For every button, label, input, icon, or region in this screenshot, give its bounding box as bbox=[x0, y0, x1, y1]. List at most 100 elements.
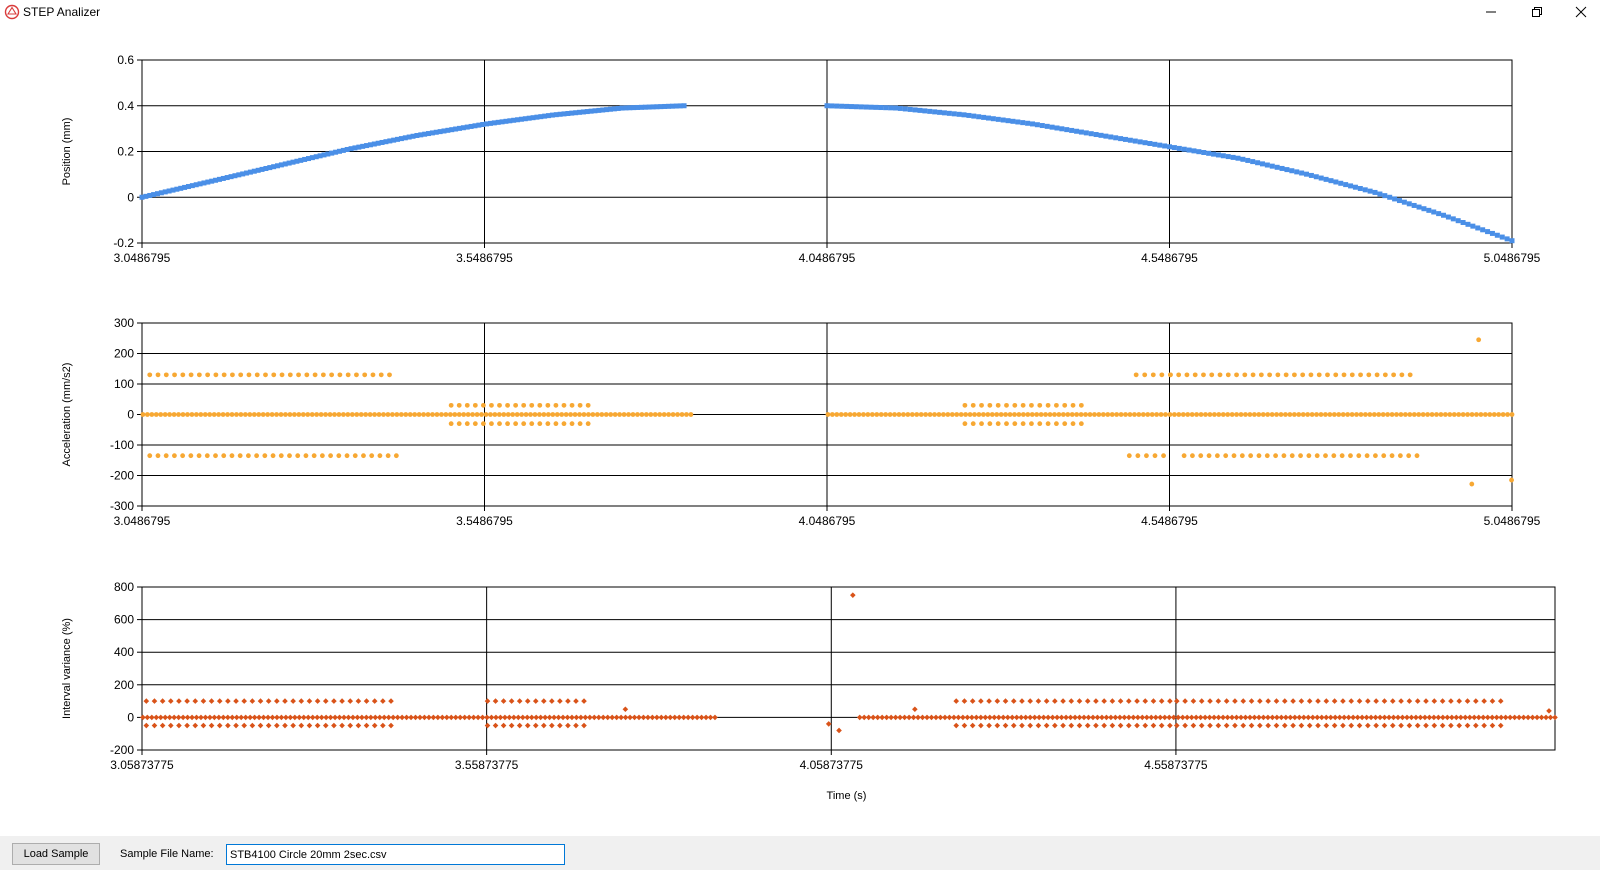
data-point bbox=[314, 412, 320, 417]
data-point bbox=[541, 722, 547, 729]
data-point bbox=[912, 706, 918, 713]
data-point bbox=[483, 412, 489, 417]
data-point bbox=[897, 105, 903, 111]
data-point bbox=[1010, 722, 1017, 729]
load-sample-button[interactable]: Load Sample bbox=[12, 843, 100, 865]
data-point bbox=[176, 722, 182, 729]
data-point bbox=[167, 698, 174, 704]
data-point bbox=[511, 714, 517, 721]
data-point bbox=[363, 714, 370, 721]
data-point bbox=[1070, 402, 1076, 408]
data-point bbox=[1181, 453, 1187, 459]
data-point bbox=[479, 412, 484, 417]
data-point bbox=[1127, 412, 1133, 417]
data-point bbox=[408, 714, 414, 721]
data-point bbox=[314, 698, 321, 704]
data-point bbox=[1084, 698, 1091, 704]
data-point bbox=[238, 714, 245, 721]
data-point bbox=[955, 714, 962, 721]
data-point bbox=[225, 698, 231, 704]
data-point bbox=[143, 722, 150, 729]
data-point bbox=[1157, 714, 1164, 721]
data-point bbox=[1305, 412, 1311, 417]
data-point bbox=[241, 722, 247, 729]
data-point bbox=[1093, 698, 1099, 704]
x-tick-label: 4.5486795 bbox=[1141, 251, 1198, 265]
chart-2: -300 -200 -100 0 100 200 300 3.0486795 3.5486795… bbox=[61, 316, 1541, 528]
data-point bbox=[1231, 453, 1237, 459]
data-point bbox=[1137, 139, 1143, 145]
data-point bbox=[1198, 722, 1205, 729]
data-point bbox=[510, 412, 516, 417]
data-point bbox=[198, 714, 204, 721]
data-point bbox=[1209, 372, 1215, 378]
data-point bbox=[1025, 412, 1031, 417]
x-tick-label: 4.5486795 bbox=[1141, 514, 1198, 528]
data-point bbox=[378, 372, 384, 378]
data-point bbox=[1453, 714, 1460, 721]
data-point bbox=[143, 193, 149, 199]
data-point bbox=[238, 412, 244, 417]
data-point bbox=[966, 112, 972, 118]
data-point bbox=[865, 714, 872, 721]
data-point bbox=[1239, 453, 1245, 459]
data-point bbox=[1010, 698, 1017, 704]
data-point bbox=[172, 372, 177, 378]
data-point bbox=[345, 714, 352, 721]
data-point bbox=[323, 412, 328, 417]
data-point bbox=[251, 168, 257, 174]
minimize-button[interactable] bbox=[1468, 0, 1514, 24]
data-point bbox=[1345, 412, 1351, 417]
data-point bbox=[1052, 412, 1057, 417]
data-point bbox=[569, 421, 575, 427]
data-point bbox=[1475, 225, 1481, 231]
data-point bbox=[1112, 714, 1119, 721]
data-point bbox=[1274, 164, 1280, 170]
close-button[interactable] bbox=[1558, 0, 1600, 24]
data-point bbox=[189, 412, 195, 417]
data-point bbox=[932, 109, 938, 115]
data-point bbox=[403, 412, 409, 417]
data-point bbox=[1250, 372, 1256, 378]
restore-button[interactable] bbox=[1514, 0, 1560, 24]
data-point bbox=[147, 453, 153, 459]
data-point bbox=[874, 714, 881, 721]
data-point bbox=[508, 722, 515, 729]
data-point bbox=[188, 453, 194, 459]
data-point bbox=[922, 108, 928, 114]
data-point bbox=[1167, 144, 1173, 150]
data-point bbox=[182, 184, 188, 190]
data-point bbox=[1186, 147, 1192, 153]
data-point bbox=[946, 714, 953, 721]
data-point bbox=[1547, 714, 1554, 721]
data-point bbox=[582, 714, 589, 721]
data-point bbox=[1190, 453, 1195, 459]
data-point bbox=[848, 104, 854, 110]
data-point bbox=[928, 714, 935, 721]
data-point bbox=[224, 175, 230, 181]
data-point bbox=[189, 183, 195, 189]
data-point bbox=[1142, 722, 1149, 729]
data-point bbox=[578, 714, 584, 721]
data-point bbox=[595, 714, 602, 721]
data-point bbox=[355, 722, 362, 729]
data-point bbox=[1235, 155, 1241, 161]
data-point bbox=[1471, 714, 1478, 721]
data-point bbox=[1348, 453, 1353, 459]
data-point bbox=[1149, 412, 1155, 417]
data-point bbox=[516, 722, 523, 729]
data-point bbox=[1381, 698, 1388, 704]
data-point bbox=[927, 108, 933, 114]
data-point bbox=[1394, 412, 1399, 417]
data-point bbox=[1349, 372, 1355, 378]
data-point bbox=[518, 116, 524, 122]
data-point bbox=[654, 714, 660, 721]
data-point bbox=[1062, 421, 1068, 427]
sample-file-name-input[interactable] bbox=[226, 844, 565, 865]
data-point bbox=[1494, 232, 1500, 238]
data-point bbox=[1094, 714, 1101, 721]
data-point bbox=[1257, 698, 1263, 704]
y-tick-label: 0 bbox=[127, 408, 134, 422]
data-point bbox=[265, 722, 272, 729]
data-point bbox=[244, 170, 250, 176]
